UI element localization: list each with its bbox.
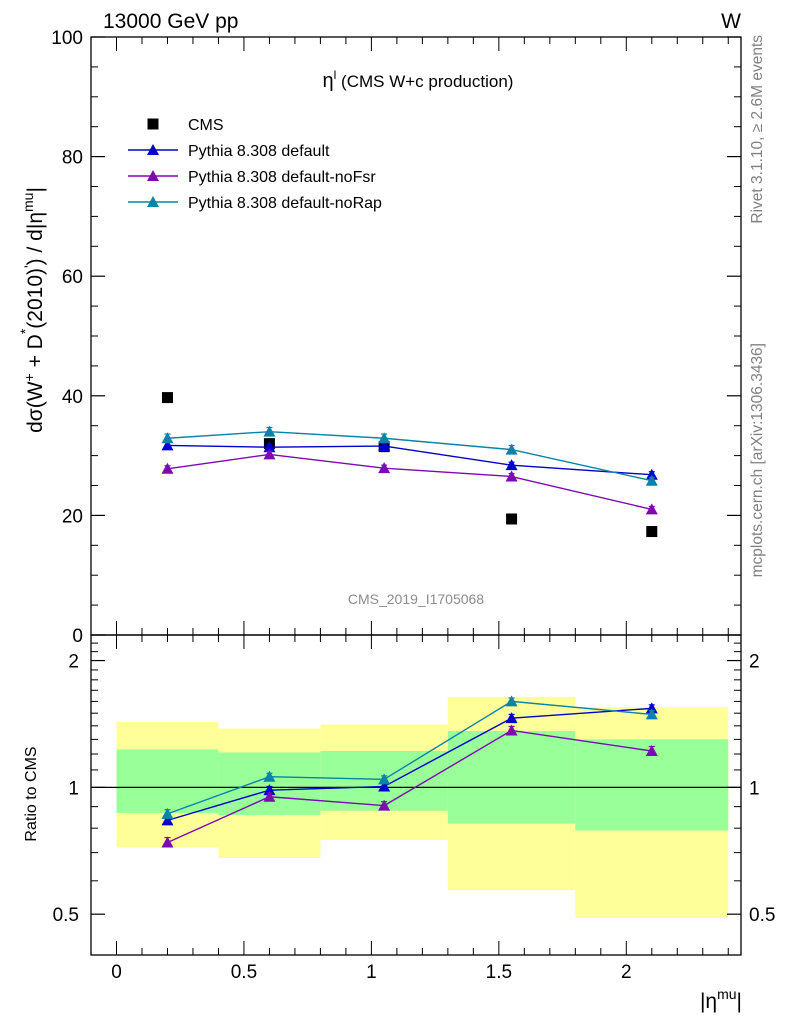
y-tick-label: 100 [51, 28, 83, 49]
main-point-noFsr [263, 448, 276, 460]
main-point-noRap [263, 425, 276, 437]
ratio-point-noRap [263, 770, 276, 782]
main-series-data [161, 392, 658, 538]
y-tick-label: 80 [62, 148, 83, 169]
header-right: W [721, 10, 741, 33]
band-inner [116, 749, 219, 813]
x-axis-label: |ηmu| [700, 986, 742, 1013]
main-point-noRap [161, 432, 174, 444]
ratio-point-noRap [505, 695, 518, 707]
ratio-point-noFsr [378, 799, 391, 811]
legend-label: Pythia 8.308 default-noRap [188, 195, 382, 212]
ratio-series-noRap [161, 695, 658, 819]
x-tick-label: 1.5 [486, 962, 512, 983]
main-line-noRap [167, 430, 652, 482]
main-point-noRap [378, 432, 391, 444]
ratio-y-tick-label-right: 1 [749, 778, 760, 799]
band-inner [447, 731, 576, 824]
ratio-point-noFsr [263, 790, 276, 802]
main-point-noFsr [378, 462, 391, 474]
ratio-y-tick-label: 0.5 [53, 905, 79, 926]
legend-marker-cms [147, 118, 159, 130]
cms-data-point [646, 526, 658, 538]
y-tick-label: 40 [62, 387, 83, 408]
main-point-default [645, 468, 658, 480]
legend-item-data: CMS [147, 117, 224, 134]
ratio-point-default [161, 814, 174, 826]
y-tick-label: 0 [72, 626, 83, 647]
ratio-y-tick-label: 1 [68, 778, 79, 799]
ratio-point-noRap [378, 773, 391, 785]
x-tick-label: 0.5 [231, 962, 257, 983]
band-inner [218, 752, 321, 815]
ratio-y-tick-label-right: 2 [749, 652, 760, 673]
ratio-point-noRap [161, 807, 174, 819]
main-line-noFsr [167, 453, 652, 511]
main-point-noFsr [645, 503, 658, 515]
main-series-noFsr [161, 448, 658, 515]
legend-item-noRap: Pythia 8.308 default-noRap [128, 195, 382, 212]
main-title: ηl (CMS W+c production) [323, 68, 514, 92]
main-point-noRap [645, 474, 658, 486]
ratio-point-noFsr [505, 724, 518, 736]
legend-marker [147, 170, 159, 181]
legend-item-noFsr: Pythia 8.308 default-noFsr [128, 169, 376, 186]
main-point-noRap [505, 443, 518, 455]
ratio-point-default [505, 712, 518, 724]
mcplots-label: mcplots.cern.ch [arXiv:1306.3436] [749, 343, 766, 577]
ratio-y-tick-label-right: 0.5 [749, 905, 775, 926]
ratio-y-tick-label: 2 [68, 652, 79, 673]
cms-data-point [506, 513, 518, 525]
analysis-watermark: CMS_2019_I1705068 [348, 591, 484, 607]
legend-marker [147, 196, 159, 207]
legend-label: Pythia 8.308 default [188, 143, 330, 160]
header-left: 13000 GeV pp [103, 10, 238, 33]
ratio-ylabel: Ratio to CMS [23, 746, 40, 841]
ratio-point-default [378, 780, 391, 792]
legend-label: Pythia 8.308 default-noFsr [188, 169, 376, 186]
cms-data-point [161, 392, 173, 404]
main-point-noFsr [161, 462, 174, 474]
x-tick-label: 0 [111, 962, 122, 983]
legend-marker [147, 144, 159, 155]
ratio-series-group [161, 695, 658, 848]
legend-label: CMS [188, 117, 224, 134]
ratio-series-noFsr [161, 724, 658, 848]
legend: CMS Pythia 8.308 default Pythia 8.308 defa… [128, 117, 382, 212]
main-series-default [161, 439, 658, 480]
ratio-point-noFsr [161, 836, 174, 848]
legend-item-default: Pythia 8.308 default [128, 143, 330, 160]
ratio-point-noRap [645, 708, 658, 720]
main-point-default [505, 459, 518, 471]
x-tick-label: 1 [366, 962, 377, 983]
y-tick-label: 20 [62, 506, 83, 527]
main-series-group [161, 392, 658, 538]
rivet-version-label: Rivet 3.1.10, ≥ 2.6M events [749, 35, 766, 224]
x-tick-label: 2 [621, 962, 632, 983]
ratio-point-noFsr [645, 744, 658, 756]
ratio-frame [90, 634, 742, 956]
main-point-noFsr [505, 470, 518, 482]
ratio-uncertainty-bands [116, 696, 729, 918]
main-point-default [161, 439, 174, 451]
main-point-default [263, 441, 276, 453]
y-tick-label: 60 [62, 267, 83, 288]
main-point-default [378, 440, 391, 452]
main-ylabel: dσ(W+ + D*(2010)') / d|ηmu| [17, 187, 47, 433]
main-series-noRap [161, 425, 658, 486]
